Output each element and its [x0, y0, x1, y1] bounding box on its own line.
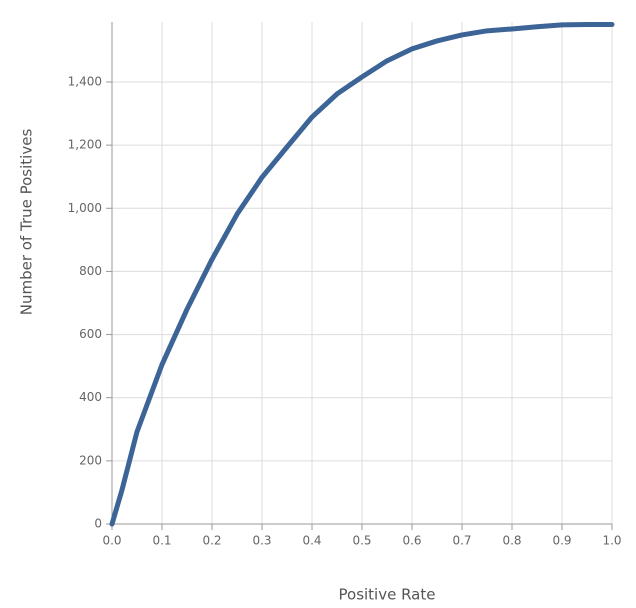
x-tick-label: 0.6	[402, 534, 421, 548]
y-tick-label: 800	[79, 264, 102, 278]
x-tick-label: 0.2	[202, 534, 221, 548]
x-tick-label: 0.1	[152, 534, 171, 548]
x-tick-label: 0.7	[452, 534, 471, 548]
x-tick-label: 0.3	[252, 534, 271, 548]
x-axis-title: Positive Rate	[339, 586, 436, 604]
y-tick-label: 0	[94, 517, 102, 531]
x-tick-label: 0.5	[352, 534, 371, 548]
y-axis-title: Number of True Positives	[18, 129, 36, 316]
x-tick-label: 0.9	[552, 534, 571, 548]
x-tick-label: 1.0	[602, 534, 621, 548]
x-tick-label: 0.8	[502, 534, 521, 548]
y-tick-label: 200	[79, 453, 102, 467]
x-tick-label: 0.0	[102, 534, 121, 548]
x-tick-label: 0.4	[302, 534, 321, 548]
y-tick-label: 1,200	[68, 138, 102, 152]
y-tick-label: 1,000	[68, 201, 102, 215]
y-tick-label: 600	[79, 327, 102, 341]
y-tick-label: 1,400	[68, 74, 102, 88]
y-tick-label: 400	[79, 390, 102, 404]
line	[109, 22, 615, 527]
